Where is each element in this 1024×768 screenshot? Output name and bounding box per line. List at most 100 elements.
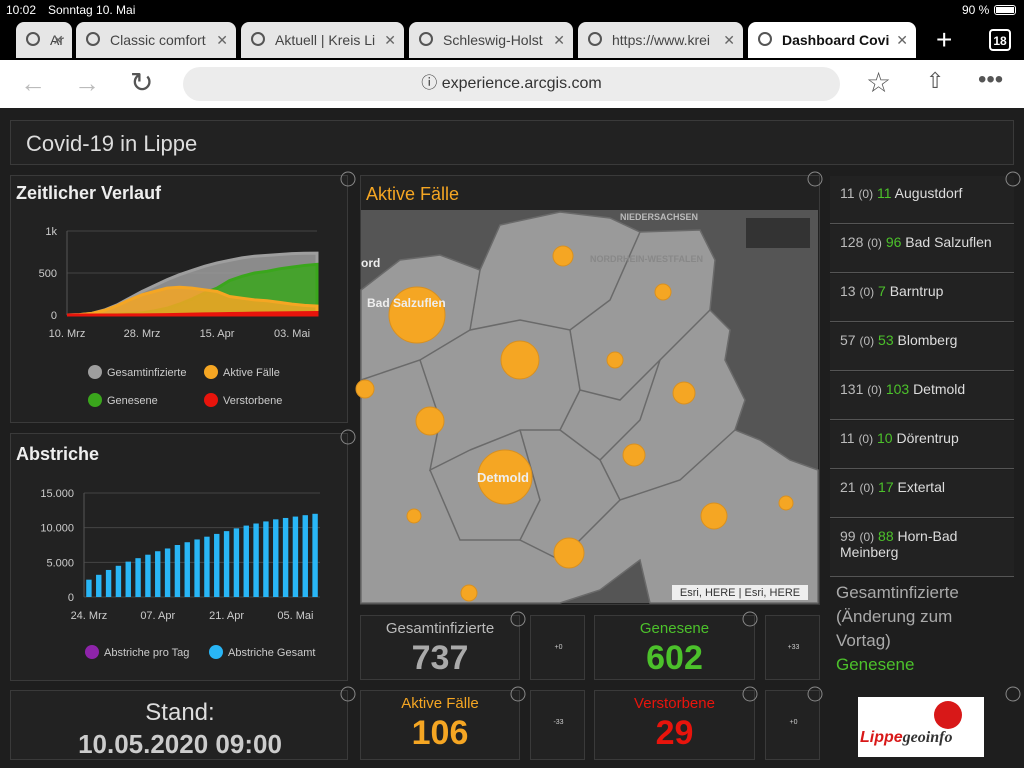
legend-swatch [85,645,99,659]
list-item[interactable]: 13 (0) 7 Barntrup [830,274,1014,322]
indicator-title: Verstorbene [634,695,715,712]
indicator-value: 602 [646,639,703,677]
y-tick-label: 5.000 [46,557,74,569]
chart-title: Abstriche [16,444,99,464]
x-tick-label: 03. Mai [274,328,310,340]
bar [125,561,131,597]
list-item[interactable]: 11 (0) 11 Augustdorf [830,176,1014,224]
tab-close[interactable]: ✕ [52,32,64,48]
delta: +33 [787,644,800,651]
stand-value: 10.05.2020 09:00 [78,729,282,759]
delta-box: -33 [530,690,585,760]
total: 21 [840,479,856,495]
menu[interactable]: ••• [978,66,1004,93]
tab-close[interactable]: ✕ [723,32,735,48]
total: 13 [840,283,856,299]
recovered: 53 [878,332,894,348]
place: Dörentrup [896,430,959,446]
list-item[interactable]: 21 (0) 17 Extertal [830,470,1014,518]
map-bubble [654,283,672,301]
bookmark[interactable]: ☆ [866,67,892,98]
tab-close[interactable]: ✕ [553,32,565,48]
share[interactable]: ⇧ [926,68,945,93]
tab-title: Classic comfort [110,32,206,48]
note-text: Gesamtinfizierte (Änderung zum Vortag) [836,583,959,650]
map-bubble [355,379,375,399]
tab[interactable]: Classic comfort ✕ [76,22,236,58]
total: 128 [840,234,864,250]
map-bubble [778,495,794,511]
expand-icon [510,686,526,702]
tab[interactable]: Ar ✕ [16,22,72,58]
x-tick-label: 24. Mrz [71,610,108,622]
url-field[interactable]: ⓘ experience.arcgis.com [183,67,840,101]
tab-count[interactable]: 18 [989,29,1011,51]
expand-icon [340,171,356,187]
tab-icon [419,32,433,46]
border [429,469,520,541]
area [66,285,319,317]
place: Blomberg [897,332,958,348]
chart-title: Zeitlicher Verlauf [16,183,162,203]
list-item[interactable]: 131 (0) 103 Detmold [830,372,1014,420]
stand-panel: Stand: 10.05.2020 09:00 [10,690,348,760]
total: 131 [840,381,864,397]
map-bubble [552,245,574,267]
logo-flower [934,701,962,729]
tab-icon [251,32,265,46]
tab-title: Schleswig-Holst [443,32,543,48]
new-tab[interactable]: + [936,24,953,55]
map-bubble [477,449,533,505]
bar [174,545,181,597]
attribution-bg [672,585,808,600]
bar [86,579,92,597]
place: Augustdorf [894,185,963,201]
recovered: 7 [878,283,886,299]
total: 11 [840,430,855,446]
tab-close[interactable]: ✕ [216,32,228,48]
tab[interactable]: Schleswig-Holst ✕ [409,22,573,58]
delta-box: +0 [765,690,820,760]
list-item[interactable]: 57 (0) 53 Blomberg [830,323,1014,371]
reload[interactable]: ↻ [130,67,154,98]
expand-icon [340,429,356,445]
tab[interactable]: https://www.krei ✕ [578,22,743,58]
map-bubble [622,443,646,467]
recovered: 10 [877,430,893,446]
tab-close[interactable]: ✕ [384,32,396,48]
map-bubble [700,502,728,530]
map-label: ord [361,256,380,270]
list-item[interactable]: 11 (0) 10 Dörentrup [830,421,1014,469]
indicator: Genesene 602 [594,615,755,680]
bar [194,539,200,597]
bar [164,548,171,597]
y-tick-label: 15.000 [40,488,74,500]
border [599,429,736,501]
map-bubble [415,406,445,436]
border [569,309,711,401]
area [67,311,319,317]
place: Extertal [897,479,945,495]
place: Detmold [913,381,966,397]
forward[interactable]: → [74,68,100,98]
list-item[interactable]: 128 (0) 96 Bad Salzuflen [830,225,1014,273]
list-item[interactable]: 99 (0) 88 Horn-Bad Meinberg [830,519,1014,577]
recovered: 11 [877,185,892,201]
legend-label: Aktive Fälle [223,367,280,379]
indicator-title: Genesene [639,620,710,637]
indicator-title: Gesamtinfizierte [385,620,495,637]
tab[interactable]: Dashboard Covi ✕ [748,22,916,58]
map-label: NORDRHEIN-WESTFALEN [590,254,703,264]
toolbar: ← → ↻ ⓘ experience.arcgis.com ☆ ⇧ ••• [0,60,1024,108]
bar [105,569,112,597]
dashboard-title: Covid-19 in Lippe [26,131,198,156]
back[interactable]: ← [20,68,46,98]
tab[interactable]: Aktuell | Kreis Li ✕ [241,22,404,58]
date: Sonntag 10. Mai [48,3,136,17]
tab-title: Dashboard Covi [782,32,890,48]
bar [233,528,240,597]
y-tick-label: 1k [45,226,57,238]
title-panel: Covid-19 in Lippe [10,120,1014,165]
tab-close[interactable]: ✕ [896,32,908,48]
